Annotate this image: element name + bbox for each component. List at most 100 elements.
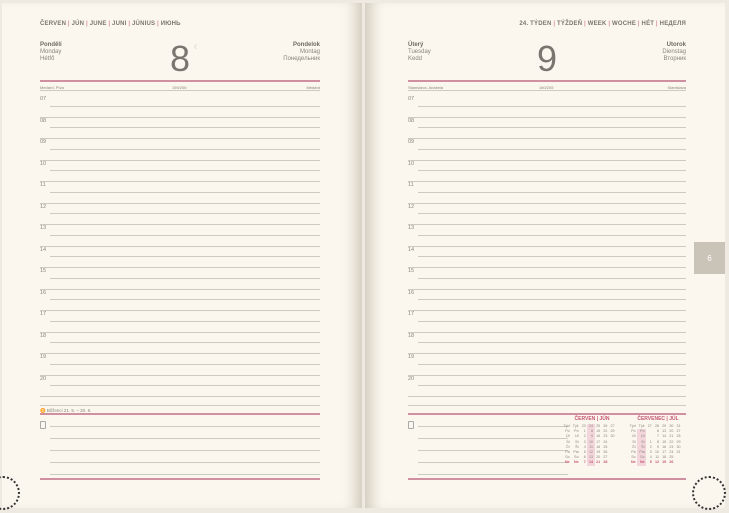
- note-line[interactable]: [418, 438, 568, 439]
- header-word: JUNI: [112, 21, 127, 27]
- calendar-cell: 18: [662, 455, 667, 460]
- note-line[interactable]: [50, 426, 320, 427]
- calendar-cell: Ne: [564, 460, 570, 465]
- hour-line: [408, 267, 686, 268]
- calendar-cell: 22: [669, 439, 674, 444]
- weekday-name: Kedd: [408, 56, 423, 62]
- hour-label[interactable]: 10: [408, 160, 415, 167]
- hour-label[interactable]: 08: [40, 117, 47, 124]
- mini-calendar-title: ČERVENEC | JÚL: [637, 416, 679, 422]
- calendar-cell: 21: [669, 434, 674, 439]
- calendar-cell: 26: [603, 450, 608, 455]
- hour-label[interactable]: 09: [40, 139, 47, 145]
- note-line[interactable]: [50, 450, 320, 451]
- hour-label[interactable]: 17: [408, 311, 415, 317]
- hour-label[interactable]: 20: [40, 375, 47, 382]
- note-line[interactable]: [50, 462, 320, 463]
- note-line[interactable]: [418, 450, 568, 451]
- calendar-cell: 30: [676, 444, 681, 449]
- calendar-cell: 16: [662, 444, 667, 449]
- hour-label[interactable]: 19: [408, 354, 415, 360]
- hour-label[interactable]: 20: [408, 375, 415, 382]
- top-rule: [408, 80, 686, 82]
- hour-line: [408, 138, 686, 139]
- hour-label[interactable]: 15: [408, 268, 415, 274]
- half-hour-line: [418, 127, 686, 128]
- calendar-cell: Št: [575, 444, 579, 449]
- hour-line: [40, 267, 320, 268]
- hour-label[interactable]: 11: [40, 182, 46, 188]
- moon-phase-icon: ☾: [194, 45, 200, 51]
- hour-label[interactable]: 07: [40, 96, 47, 102]
- hour-label[interactable]: 15: [40, 268, 47, 274]
- calendar-cell: 26: [603, 424, 608, 428]
- half-hour-line: [50, 213, 320, 214]
- hour-label[interactable]: 17: [40, 311, 47, 317]
- half-hour-line: [418, 299, 686, 300]
- calendar-cell: 9: [656, 444, 659, 449]
- notes-rule: [408, 413, 686, 415]
- header-word: WOCHE: [612, 21, 637, 27]
- hour-label[interactable]: 10: [40, 160, 47, 167]
- right-page: [365, 3, 725, 508]
- hour-label[interactable]: 08: [408, 117, 415, 124]
- note-line[interactable]: [50, 438, 320, 439]
- hour-label[interactable]: 14: [408, 246, 415, 253]
- calendar-cell: So: [565, 455, 570, 460]
- month-header: 24. TÝDEN | TÝŽDEŇ | WEEK | WOCHE | HÉT …: [519, 21, 686, 27]
- hour-label[interactable]: 11: [408, 182, 414, 188]
- month-tab[interactable]: 6: [694, 242, 725, 274]
- hour-line: [40, 331, 320, 333]
- calendar-cell: So: [631, 455, 636, 460]
- half-hour-line: [50, 385, 320, 386]
- calendar-cell: Týd: [629, 424, 636, 428]
- hour-label[interactable]: 18: [40, 332, 47, 339]
- calendar-cell: 19: [596, 450, 601, 455]
- note-line[interactable]: [418, 426, 568, 427]
- calendar-cell: Ne: [630, 460, 636, 465]
- calendar-cell: [675, 460, 682, 465]
- weekday-name: Úterý: [408, 42, 424, 48]
- hour-label[interactable]: 12: [40, 203, 47, 210]
- half-hour-line: [50, 320, 320, 322]
- calendar-cell: 8: [656, 439, 659, 444]
- calendar-cell: 15: [662, 439, 667, 444]
- half-hour-line: [50, 170, 320, 171]
- weekday-name: Monday: [40, 49, 62, 55]
- hour-label[interactable]: 16: [408, 289, 415, 296]
- hour-label[interactable]: 14: [40, 246, 47, 253]
- calendar-cell: 17: [596, 439, 601, 444]
- half-hour-line: [50, 148, 320, 150]
- note-line[interactable]: [50, 474, 320, 475]
- half-hour-line: [418, 320, 686, 322]
- calendar-cell: 16: [596, 434, 601, 439]
- mini-calendar: Týd Týž 23 24 25 26 27 Po Po 1 8 15 22 29 Út Ut 2 9 16 23 30…: [562, 424, 616, 466]
- calendar-cell: Pá: [631, 450, 636, 455]
- weekday-name: Pondělí: [40, 42, 62, 48]
- hour-line: [408, 224, 686, 225]
- hour-label[interactable]: 13: [40, 225, 47, 231]
- note-line[interactable]: [418, 462, 568, 463]
- calendar-cell: 29: [610, 429, 615, 434]
- calendar-cell: 31: [676, 450, 681, 455]
- weekday-names: Pondelok Montag Понедельник: [283, 42, 320, 63]
- hour-label[interactable]: 12: [408, 203, 415, 210]
- calendar-cell: 18: [596, 444, 601, 449]
- calendar-cell: 24: [603, 439, 608, 444]
- hour-label[interactable]: 18: [408, 332, 415, 339]
- calendar-cell: 24: [587, 424, 595, 430]
- header-word: ИЮНЬ: [160, 21, 181, 27]
- calendar-cell: So: [637, 455, 647, 461]
- header-word: HÉT: [641, 21, 655, 27]
- hour-line: [40, 353, 320, 354]
- half-hour-line: [418, 148, 686, 150]
- calendar-cell: St: [575, 439, 579, 444]
- hour-line: [408, 331, 686, 333]
- hour-label[interactable]: 09: [408, 139, 415, 145]
- hour-label[interactable]: 19: [40, 354, 47, 360]
- hour-label[interactable]: 13: [408, 225, 415, 231]
- top-rule: [40, 80, 320, 82]
- hour-label[interactable]: 07: [408, 96, 415, 102]
- hour-label[interactable]: 16: [40, 289, 47, 296]
- note-line[interactable]: [418, 474, 568, 475]
